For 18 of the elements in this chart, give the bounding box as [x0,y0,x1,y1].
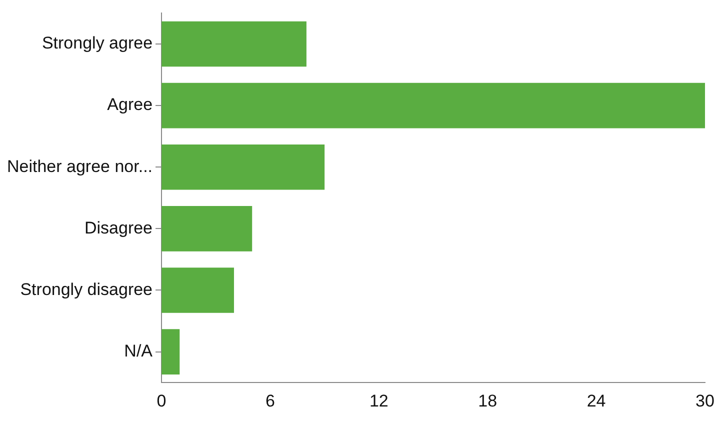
bar [162,82,705,128]
y-tick-label: Strongly agree [42,34,153,53]
x-tick-label: 24 [586,391,606,410]
bar [162,206,252,252]
y-tick-label: Strongly disagree [20,280,153,299]
x-tick-label: 30 [696,391,714,410]
x-tick-label: 6 [265,391,275,410]
y-tick-label: Disagree [84,218,153,238]
bar [162,329,180,374]
x-tick-label: 12 [369,391,388,410]
y-tick-label: N/A [124,342,154,361]
bar [162,144,325,190]
x-tick-label: 18 [478,391,498,410]
y-tick-label: Neither agree nor... [7,156,153,176]
y-tick-label: Agree [107,95,153,114]
bar [162,268,234,313]
bar [162,21,306,67]
x-tick-label: 0 [156,391,166,410]
